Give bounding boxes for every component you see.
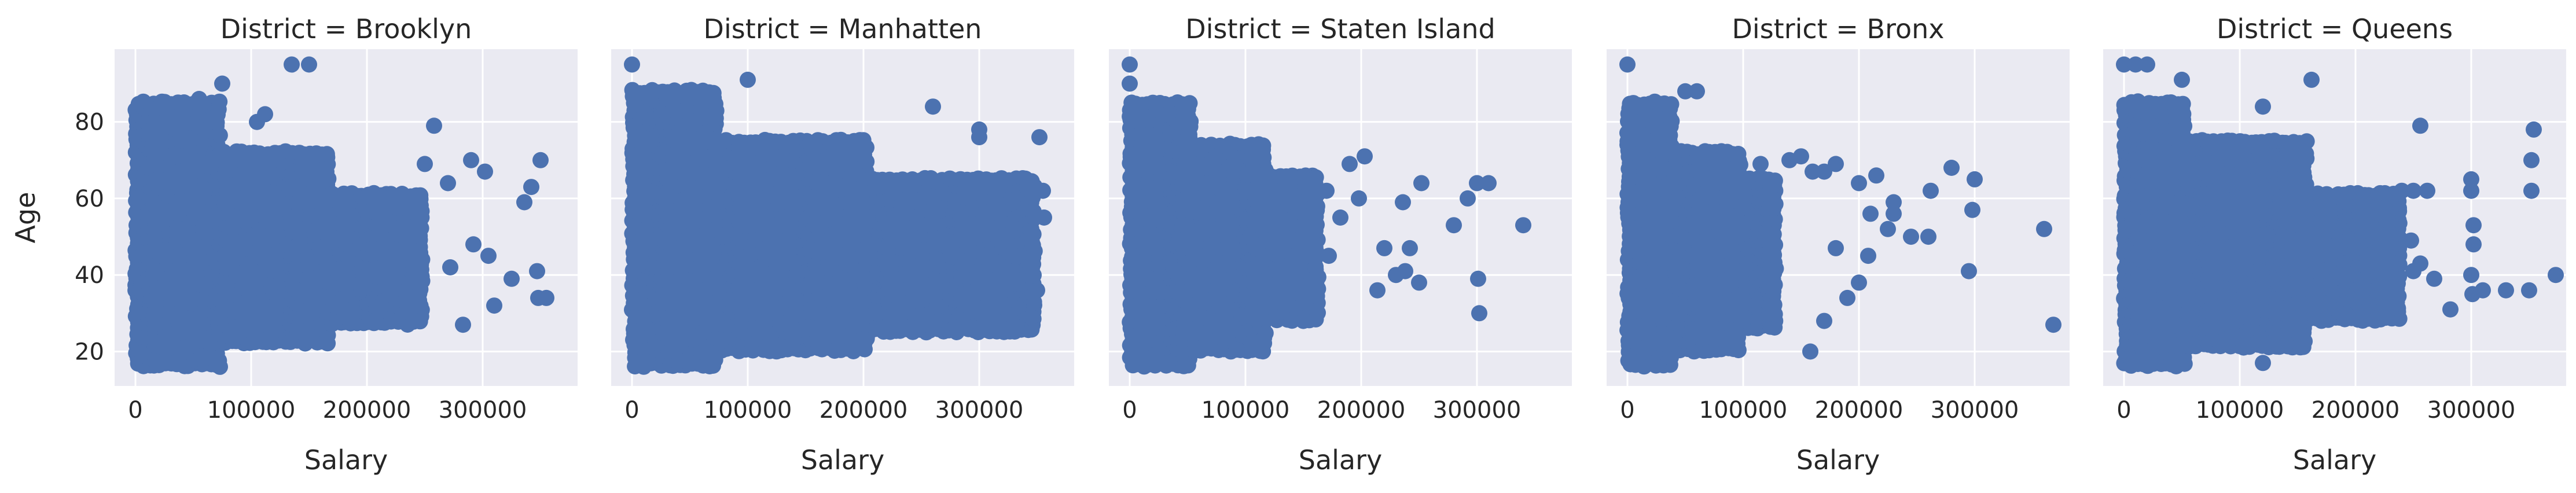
data-point [486,297,502,314]
data-point [211,93,228,110]
data-point [284,56,300,73]
data-point [504,270,520,287]
data-point [357,278,373,295]
x-tick-label: 300000 [439,397,527,424]
data-point [839,156,855,172]
y-tick-label: 20 [75,339,104,365]
data-point [417,156,433,172]
data-point [1035,182,1051,199]
data-point [212,358,228,375]
data-point [411,293,427,310]
data-point [869,305,885,322]
panel-title-brooklyn: District = Brooklyn [221,13,472,45]
data-point [902,190,918,207]
data-point [983,317,999,333]
data-point [1029,282,1045,299]
data-point [440,175,456,192]
scatter-points [127,56,554,375]
facet-panel-0: District = Brooklyn 0 100000 200000 300000 S… [75,13,578,476]
data-point [516,194,532,211]
data-point [477,163,493,180]
data-point [1181,95,1198,112]
x-tick-label: 200000 [820,397,908,424]
data-point [442,259,458,275]
data-point [463,152,479,168]
data-point [925,98,941,115]
x-tick-label: 0 [128,397,142,424]
y-tick-label: 60 [75,186,104,212]
data-point [214,75,230,92]
data-point [1031,129,1048,146]
data-point [971,129,987,146]
data-point [480,248,497,264]
data-point [455,317,471,333]
data-point [257,106,273,123]
facet-panel-1: District = Manhatten 0 100000 200000 300000… [611,13,1074,476]
data-point [942,248,958,264]
x-tick-label: 200000 [323,397,411,424]
data-point [412,187,429,204]
data-point [1006,248,1022,264]
x-tick-label: 0 [624,397,639,424]
data-point [823,160,839,176]
data-point [389,244,405,260]
panel-title-manhatten: District = Manhatten [704,13,982,45]
data-point [1036,209,1052,226]
data-point [301,56,317,73]
x-tick-label: 300000 [935,397,1024,424]
x-axis-label: Salary [801,444,885,476]
y-tick-label: 80 [75,109,104,136]
data-point [1023,309,1039,325]
data-point [376,190,392,207]
data-point [624,56,640,73]
data-point [916,217,932,234]
y-axis-label: Age [10,192,41,244]
x-tick-label: 100000 [704,397,792,424]
data-point [318,146,335,163]
facet-panel-2: District = Staten Island 0 100000 200000 30… [1109,13,1572,476]
y-tick-label: 40 [75,262,104,289]
data-point [705,84,722,101]
data-point [532,152,549,168]
data-point [465,236,482,253]
data-point [855,132,872,149]
data-point [191,91,207,107]
data-point [740,71,756,88]
data-point [530,289,546,306]
y-axis-label-group: Age [10,192,41,244]
data-point [529,263,545,279]
data-point [426,117,442,134]
x-tick-label: 100000 [207,397,296,424]
x-axis-label: Salary [304,444,388,476]
panel-title-staten-island: District = Staten Island [1185,13,1495,45]
data-point [523,179,539,196]
